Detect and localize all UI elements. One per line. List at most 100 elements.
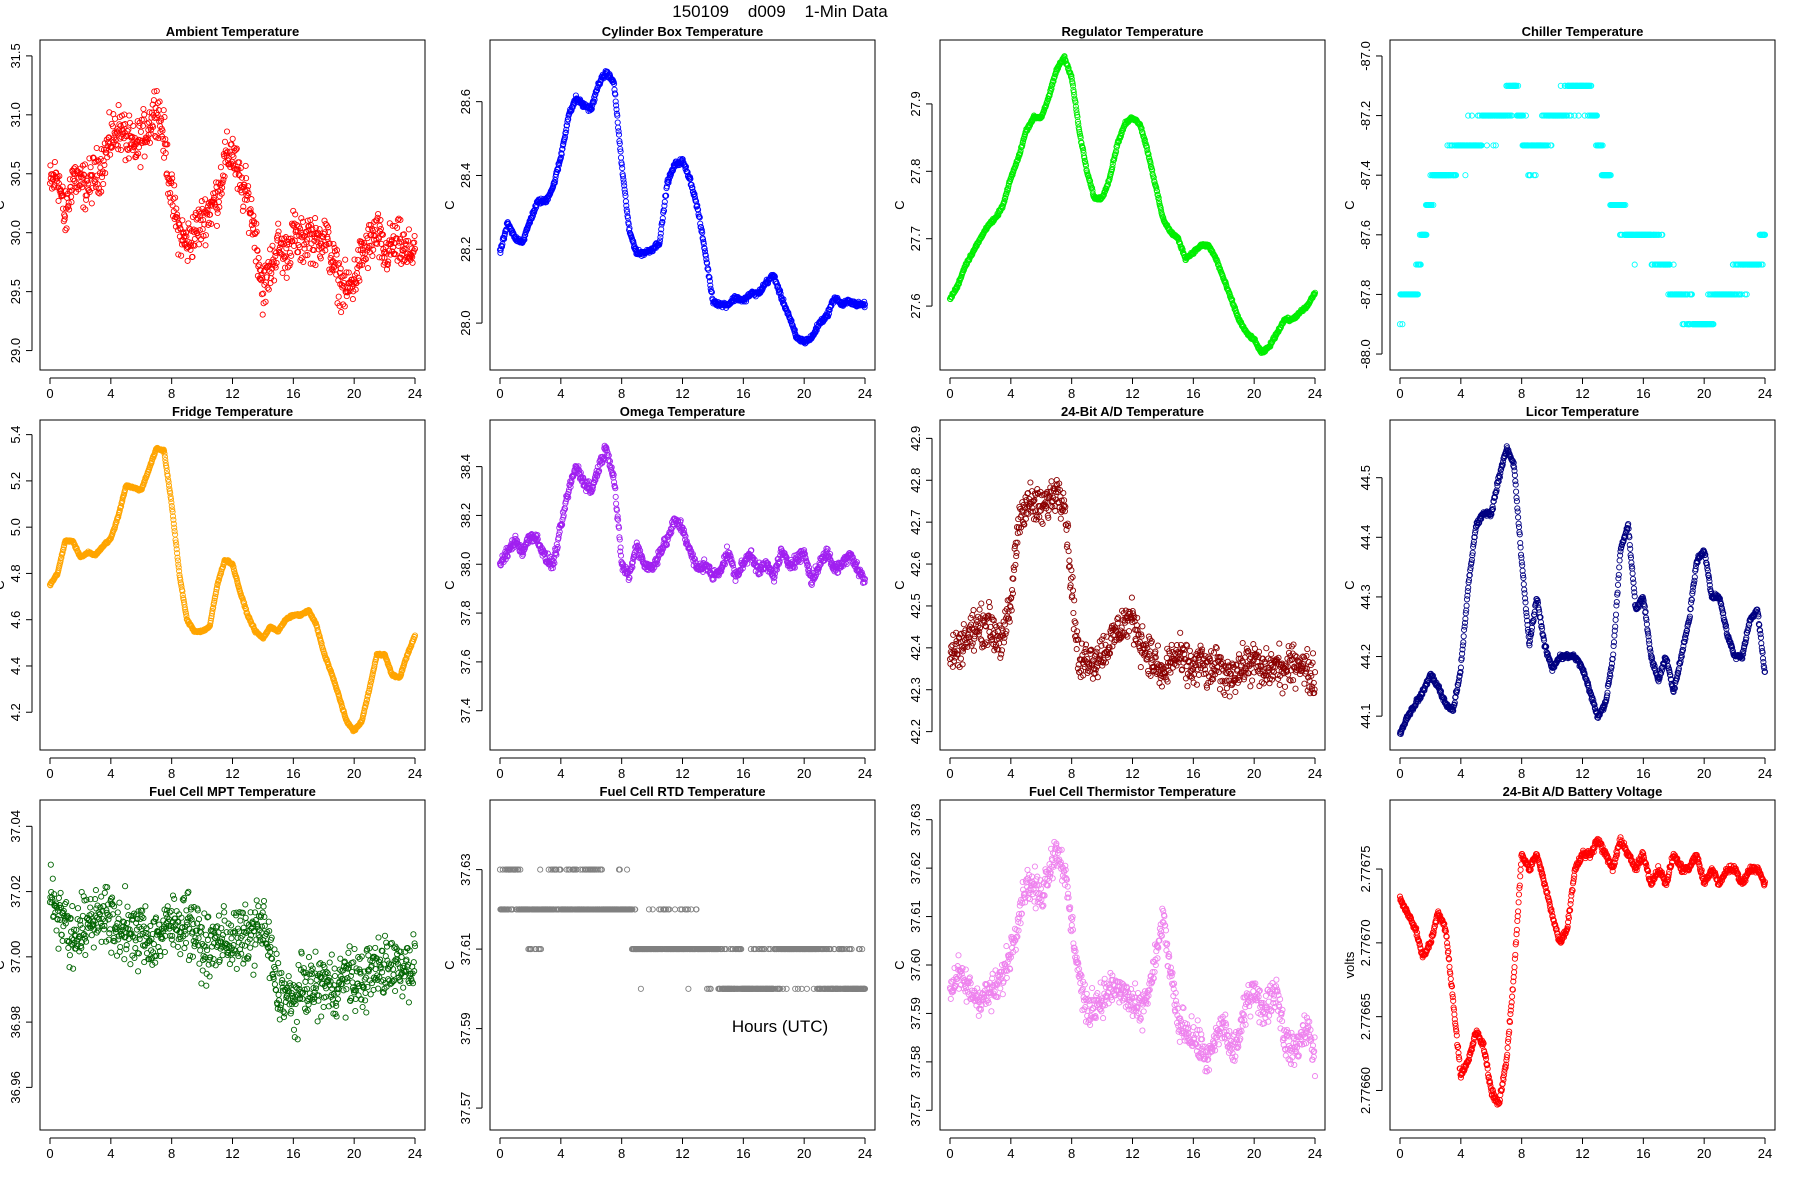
data-point: [526, 220, 533, 227]
x-tick-label: 16: [286, 386, 300, 401]
data-point: [191, 235, 198, 242]
data-point: [107, 151, 114, 158]
x-tick-label: 8: [618, 386, 625, 401]
data-point: [282, 253, 289, 260]
plot-frame: [489, 419, 876, 751]
data-point: [141, 111, 148, 118]
data-point: [164, 174, 171, 181]
data-point: [369, 252, 376, 260]
data-point: [303, 229, 310, 236]
data-point: [114, 142, 121, 149]
data-point: [218, 190, 225, 197]
data-points: [1396, 82, 1769, 328]
data-point: [379, 231, 386, 238]
data-point: [497, 246, 504, 253]
y-tick-label: 27.8: [908, 159, 923, 184]
data-point: [349, 296, 356, 303]
data-point: [562, 129, 569, 136]
y-tick-label: 29.0: [8, 338, 23, 363]
data-point: [252, 229, 259, 237]
data-point: [245, 190, 252, 197]
data-point: [265, 286, 272, 293]
data-point: [65, 199, 72, 206]
data-point: [321, 229, 328, 236]
data-point: [322, 247, 329, 254]
y-tick-label: 37.6: [458, 649, 473, 674]
data-point: [147, 130, 154, 137]
x-tick-label: 12: [225, 766, 239, 781]
data-point: [169, 175, 176, 182]
data-point: [336, 260, 343, 267]
data-point: [552, 177, 559, 184]
data-point: [146, 109, 153, 116]
x-tick-label: 12: [675, 766, 689, 781]
data-point: [263, 274, 270, 281]
x-tick-label: 16: [286, 766, 300, 781]
data-point: [337, 265, 344, 272]
data-point: [116, 121, 123, 128]
data-point: [345, 269, 352, 276]
data-point: [189, 253, 196, 260]
data-point: [133, 151, 140, 158]
data-point: [312, 262, 319, 269]
data-point: [273, 259, 280, 266]
data-point: [276, 244, 283, 251]
panel-title: Chiller Temperature: [1522, 24, 1644, 39]
x-tick-label: 24: [858, 766, 872, 781]
data-point: [222, 147, 229, 154]
data-point: [102, 170, 109, 177]
y-tick-label: 28.0: [458, 310, 473, 335]
y-axis-label: C: [442, 580, 457, 589]
data-point: [394, 216, 401, 223]
data-point: [141, 153, 148, 160]
y-tick-label: 28.4: [458, 163, 473, 188]
data-point: [287, 260, 294, 267]
data-point: [183, 233, 190, 240]
data-point: [244, 186, 251, 194]
plot-frame: [1389, 39, 1776, 371]
data-points: [46, 444, 419, 735]
y-tick-label: 27.7: [908, 226, 923, 251]
x-tick-label: 4: [557, 766, 564, 781]
data-point: [170, 195, 177, 202]
data-point: [411, 245, 419, 252]
x-tick-label: 4: [1007, 386, 1014, 401]
data-point: [375, 210, 382, 218]
data-point: [164, 141, 171, 148]
data-point: [82, 206, 89, 213]
panel-title: Omega Temperature: [620, 404, 745, 419]
data-point: [243, 196, 250, 203]
y-tick-label: 37.8: [458, 600, 473, 625]
data-point: [85, 180, 92, 187]
data-point: [391, 250, 398, 257]
data-point: [405, 226, 412, 233]
data-point: [325, 228, 332, 236]
data-point: [185, 220, 192, 227]
data-point: [498, 243, 506, 250]
y-tick-label: 29.5: [8, 279, 23, 304]
data-point: [140, 105, 147, 113]
data-point: [238, 189, 245, 196]
data-points: [946, 53, 1319, 357]
data-point: [219, 172, 227, 179]
data-point: [338, 281, 345, 289]
data-point: [78, 170, 85, 177]
data-point: [171, 182, 178, 189]
data-point: [550, 183, 557, 190]
data-point: [135, 144, 142, 151]
data-point: [264, 284, 271, 291]
y-tick-label: -88.0: [1358, 339, 1373, 369]
data-point: [326, 240, 333, 247]
data-point: [351, 256, 358, 263]
data-point: [343, 293, 350, 300]
data-point: [212, 189, 219, 196]
data-point: [262, 298, 269, 305]
data-point: [247, 206, 254, 213]
data-point: [497, 249, 504, 256]
data-point: [231, 144, 238, 151]
x-tick-label: 0: [46, 386, 53, 401]
data-point: [219, 179, 226, 186]
data-point: [254, 247, 261, 254]
y-axis-label: C: [892, 200, 907, 209]
